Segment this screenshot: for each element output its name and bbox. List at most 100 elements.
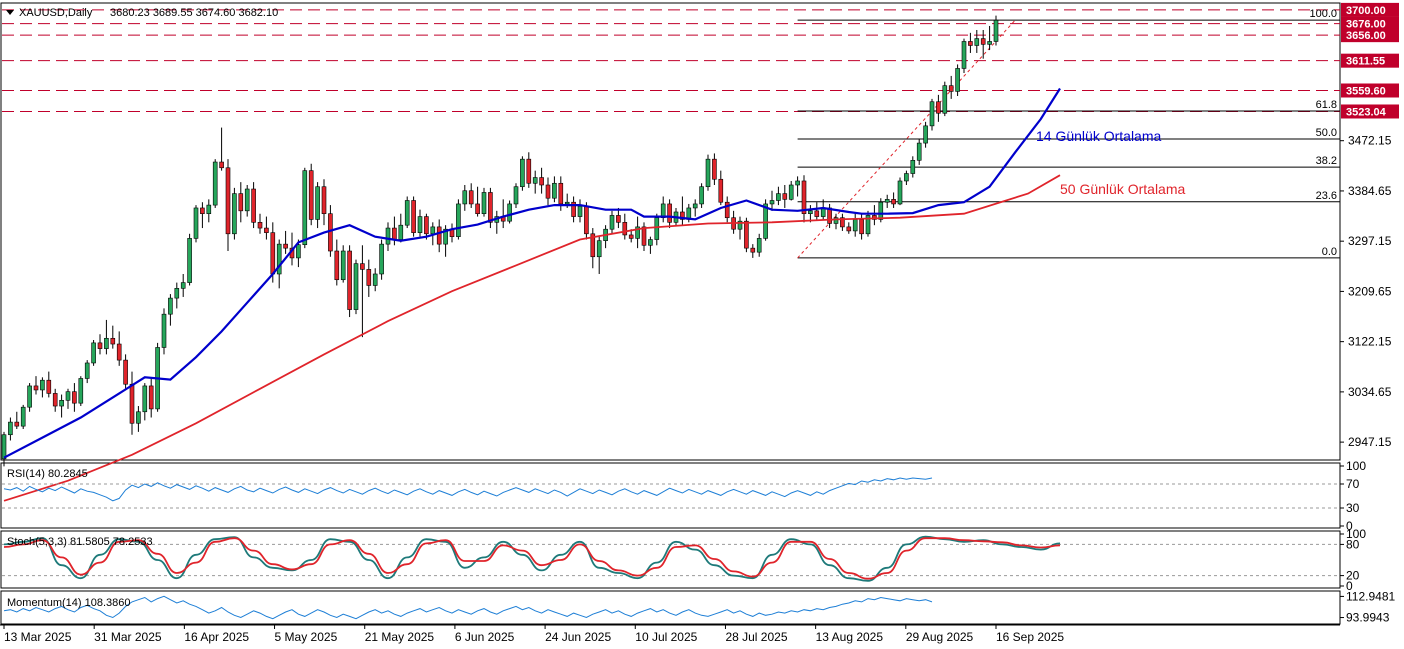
- candle-body: [481, 192, 487, 215]
- candle-body: [417, 216, 423, 233]
- level-badge-label-0: 3700.00: [1346, 5, 1386, 17]
- candle-body: [264, 227, 269, 233]
- candle-body: [712, 158, 717, 180]
- candle-body: [270, 232, 276, 275]
- candle-body: [756, 238, 762, 253]
- candle-body: [468, 190, 474, 205]
- candle-body: [513, 186, 519, 205]
- candle-body: [987, 41, 992, 45]
- fib-label-5: 0.0: [1322, 246, 1337, 258]
- candle-body: [46, 379, 52, 394]
- stoch-label: Stoch(5,3,3) 81.5805 78.2533: [7, 536, 153, 548]
- level-badge-1: [1341, 16, 1399, 31]
- candle-body: [238, 193, 244, 212]
- rsi-pane: 100 70 30 0: [2, 459, 1366, 533]
- candle-body: [692, 203, 698, 209]
- candle-body: [308, 170, 314, 220]
- candle-body: [296, 244, 301, 259]
- candle-body: [104, 337, 109, 349]
- time-tick-label-4: 21 May 2025: [365, 630, 435, 644]
- candle-body: [763, 203, 768, 239]
- candle-body: [910, 160, 916, 174]
- ohlc-readout: 3680.23 3689.55 3674.60 3682.10: [110, 7, 278, 19]
- candle-body: [443, 228, 448, 245]
- candle-body: [200, 207, 205, 215]
- candle-body: [116, 343, 122, 361]
- momentum-pane-frame: [0, 590, 1341, 625]
- momentum-tick-label-1: 93.9943: [1346, 611, 1390, 625]
- candle-body: [315, 186, 320, 220]
- ma14-line: [3, 87, 1061, 459]
- candle-body: [14, 421, 20, 427]
- candle-body: [923, 125, 928, 144]
- candle-body: [622, 222, 628, 236]
- candle-body: [891, 199, 896, 205]
- fibonacci-retracement: 100.0 61.8 50.0 38.2 23.6 0.0: [797, 8, 1340, 259]
- candle-body: [552, 182, 557, 199]
- candle-body: [488, 192, 493, 223]
- candle-body: [539, 177, 544, 186]
- time-tick-label-9: 13 Aug 2025: [816, 630, 884, 644]
- level-badge-label-3: 3611.55: [1346, 56, 1385, 68]
- candle-body: [219, 161, 224, 169]
- level-badge-label-4: 3559.60: [1346, 85, 1386, 97]
- stoch-main-line: [3, 535, 1061, 582]
- candle-body: [609, 215, 615, 230]
- candle-body: [251, 188, 256, 223]
- candle-body: [833, 217, 839, 224]
- candle-body: [174, 288, 180, 299]
- candle-body: [564, 201, 570, 205]
- rsi-tick-label-3: 0: [1346, 519, 1353, 533]
- candle-body: [123, 359, 128, 385]
- candle-body: [8, 421, 13, 436]
- candle-body: [641, 226, 647, 246]
- candle-body: [936, 101, 941, 114]
- candle-body: [718, 178, 724, 203]
- fib-label-1: 61.8: [1316, 99, 1337, 111]
- candle-body: [424, 216, 429, 235]
- time-tick-label-7: 10 Jul 2025: [635, 630, 697, 644]
- price-tick-label-5: 3034.65: [1348, 385, 1392, 399]
- candle-body: [795, 180, 800, 186]
- candle-body: [737, 220, 743, 230]
- candle-body: [801, 180, 807, 215]
- candle-body: [59, 399, 64, 407]
- main-pane-frame: [0, 2, 1341, 461]
- candle-body: [968, 41, 973, 46]
- candle-body: [558, 182, 564, 205]
- candle-body: [232, 193, 237, 235]
- rsi-line: [3, 477, 933, 502]
- time-tick-label-10: 29 Aug 2025: [906, 630, 974, 644]
- candle-body: [78, 378, 84, 404]
- candle-body: [360, 263, 365, 270]
- candle-body: [590, 233, 596, 258]
- candle-body: [808, 210, 813, 215]
- candle-body: [456, 203, 461, 237]
- candle-body: [193, 207, 199, 239]
- candle-body: [577, 205, 583, 217]
- time-tick-label-0: 13 Mar 2025: [4, 630, 72, 644]
- candle-body: [705, 158, 711, 188]
- candle-body: [507, 203, 512, 222]
- price-tick-label-4: 3122.15: [1348, 335, 1392, 349]
- ma50-annotation: 50 Günlük Ortalama: [1060, 181, 1185, 197]
- ma14-annotation: 14 Günlük Ortalama: [1036, 128, 1161, 144]
- candle-body: [302, 170, 308, 246]
- stoch-tick-label-3: 0: [1346, 579, 1353, 593]
- candle-body: [904, 173, 909, 182]
- rsi-tick-label-2: 30: [1346, 501, 1360, 515]
- symbol-label: XAUUSD,Daily: [19, 7, 93, 19]
- candle-body: [974, 38, 980, 46]
- candle-body: [334, 250, 340, 281]
- dropdown-triangle-icon[interactable]: [6, 10, 14, 15]
- time-axis: 13 Mar 2025 31 Mar 2025 16 Apr 2025 5 May 2…: [3, 625, 1064, 644]
- candle-body: [878, 201, 884, 220]
- candle-body: [654, 217, 660, 240]
- candle-body: [942, 85, 948, 114]
- level-badge-label-1: 3676.00: [1346, 19, 1386, 31]
- level-badge-5: [1341, 104, 1399, 119]
- rsi-label: RSI(14) 80.2845: [7, 468, 88, 480]
